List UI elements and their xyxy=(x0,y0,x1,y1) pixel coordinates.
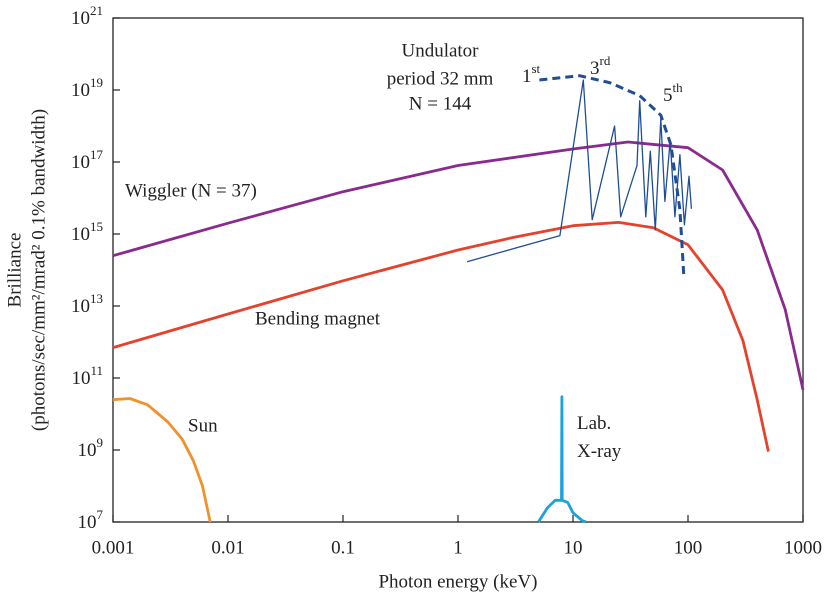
series-label: Sun xyxy=(188,415,218,436)
x-tick-label: 1000 xyxy=(784,537,822,558)
series-label: Wiggler (N = 37) xyxy=(125,180,257,201)
series-label: Bending magnet xyxy=(255,308,381,329)
series-line xyxy=(466,79,693,263)
annotation: 1st xyxy=(522,61,541,87)
annotation: 3rd xyxy=(590,53,611,79)
annotation: period 32 mm xyxy=(387,68,494,89)
y-tick-label: 107 xyxy=(78,507,104,533)
y-tick-label: 1011 xyxy=(71,363,103,389)
y-tick-label: 1019 xyxy=(71,75,103,101)
x-tick-label: 10 xyxy=(564,537,583,558)
y-tick-label: 109 xyxy=(78,435,104,461)
series-line xyxy=(112,397,212,523)
x-axis-label: Photon energy (keV) xyxy=(378,571,537,592)
y-axis-label: Brilliance xyxy=(4,233,25,308)
series-line xyxy=(112,221,770,452)
x-tick-label: 100 xyxy=(674,537,703,558)
y-tick-label: 1015 xyxy=(71,219,103,245)
x-tick-label: 0.1 xyxy=(331,537,355,558)
series-line xyxy=(539,74,686,276)
y-tick-label: 1013 xyxy=(71,291,103,317)
series-label: Undulator xyxy=(401,40,479,61)
annotation: N = 144 xyxy=(409,93,472,114)
y-axis-label: (photons/sec/mm²/mrad² 0.1% bandwidth) xyxy=(28,109,49,431)
series-label: Lab. X-ray xyxy=(577,413,622,462)
annotation: 5th xyxy=(663,80,683,106)
series-line xyxy=(112,140,805,391)
x-tick-label: 0.001 xyxy=(92,537,135,558)
x-tick-label: 1 xyxy=(453,537,463,558)
y-tick-label: 1021 xyxy=(71,3,103,29)
series-line xyxy=(537,395,587,524)
y-tick-label: 1017 xyxy=(71,147,104,173)
x-tick-label: 0.01 xyxy=(211,537,244,558)
